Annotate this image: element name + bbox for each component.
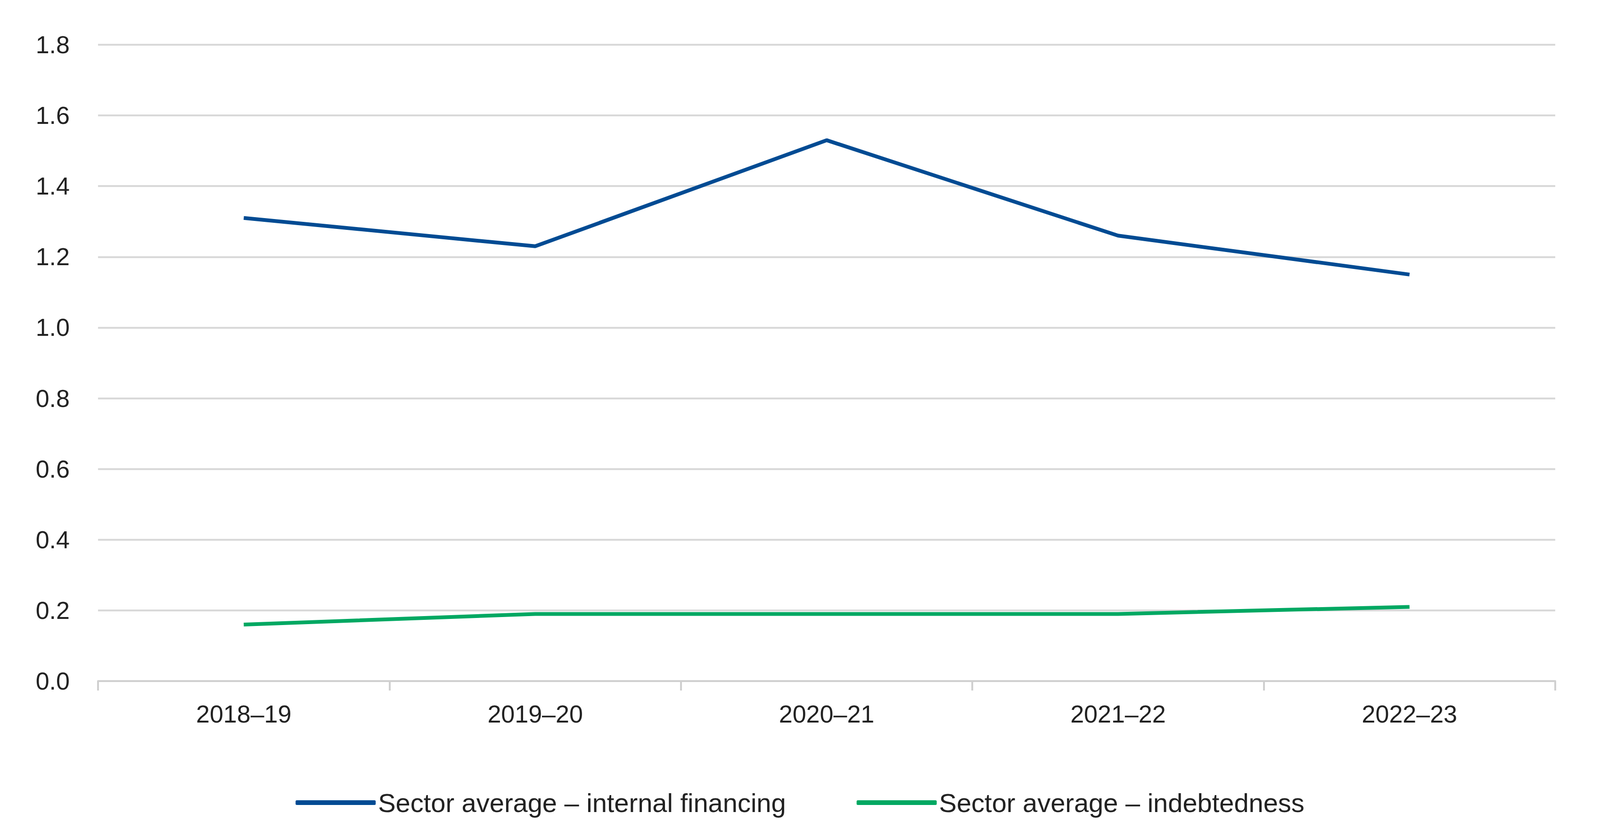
svg-text:2022–23: 2022–23	[1362, 700, 1458, 729]
svg-text:0.4: 0.4	[35, 526, 70, 554]
svg-text:1.8: 1.8	[35, 31, 70, 59]
svg-text:1.0: 1.0	[35, 313, 70, 342]
svg-text:Sector average – internal fina: Sector average – internal financing	[377, 788, 786, 819]
svg-text:0.8: 0.8	[35, 385, 70, 413]
svg-text:Sector average – indebtedness: Sector average – indebtedness	[939, 788, 1305, 819]
svg-text:2019–20: 2019–20	[487, 700, 583, 729]
svg-text:0.0: 0.0	[35, 667, 70, 696]
svg-text:1.4: 1.4	[35, 172, 70, 200]
svg-text:1.6: 1.6	[35, 101, 70, 130]
svg-text:2020–21: 2020–21	[779, 700, 875, 729]
svg-text:0.6: 0.6	[35, 455, 70, 484]
svg-text:2021–22: 2021–22	[1070, 700, 1166, 729]
svg-text:1.2: 1.2	[35, 243, 70, 271]
svg-text:2018–19: 2018–19	[196, 700, 292, 729]
svg-text:0.2: 0.2	[35, 597, 70, 625]
